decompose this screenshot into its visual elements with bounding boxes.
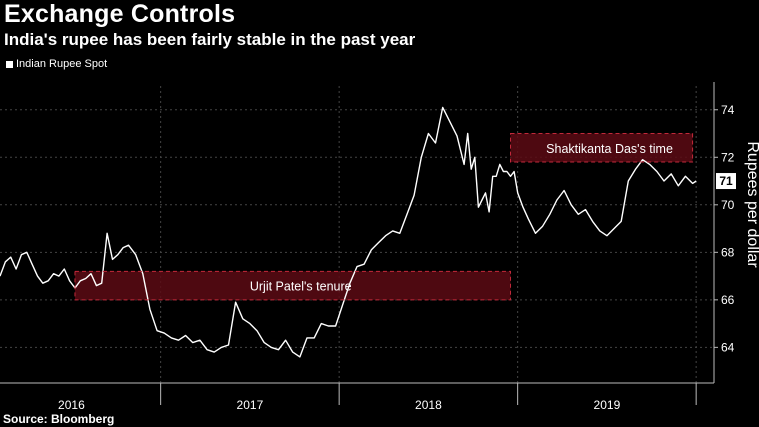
x-tick-label: 2017 [237,398,264,412]
y-tick-label: 64 [721,340,735,354]
x-tick-label: 2016 [58,398,85,412]
annotation-label: Shaktikanta Das's time [546,142,673,156]
y-axis-title: Rupees per dollar [744,141,759,268]
x-tick-label: 2018 [415,398,442,412]
y-tick-label: 68 [721,245,735,259]
series-line [0,106,697,358]
chart-title: Exchange Controls [4,0,236,28]
source-note: Source: Bloomberg [3,412,115,426]
legend: Indian Rupee Spot [6,58,107,70]
current-value-label: 71 [719,174,733,188]
legend-label: Indian Rupee Spot [16,58,108,70]
annotation-border [74,270,512,301]
y-tick-label: 70 [721,198,735,212]
annotation-label: Urjit Patel's tenure [250,280,352,294]
x-tick-label: 2019 [594,398,621,412]
y-tick-label: 74 [721,103,735,117]
y-tick-label: 66 [721,293,735,307]
annotation-border [510,133,694,163]
legend-swatch [6,60,13,68]
current-value-marker [716,173,736,190]
y-tick-label: 72 [721,150,735,164]
chart-subtitle: India's rupee has been fairly stable in … [4,30,416,49]
annotation-band [510,133,693,163]
